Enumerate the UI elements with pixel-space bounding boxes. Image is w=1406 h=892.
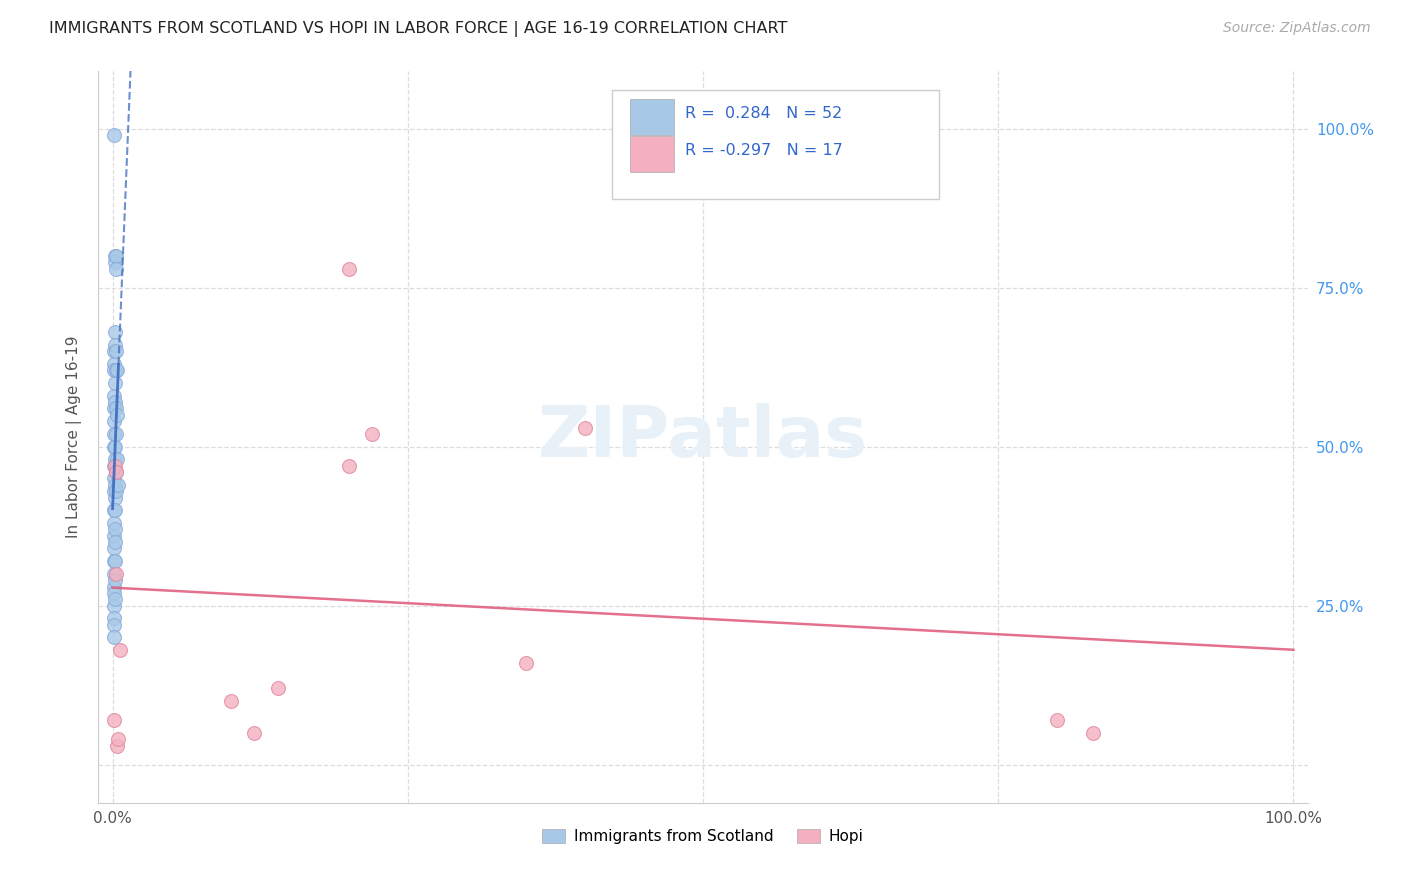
- Point: [103, 458, 125, 473]
- Point: [104, 440, 127, 454]
- FancyBboxPatch shape: [630, 136, 673, 171]
- Point: [103, 554, 125, 568]
- Point: [103, 503, 125, 517]
- Point: [337, 458, 360, 473]
- Point: [105, 363, 128, 377]
- FancyBboxPatch shape: [613, 90, 939, 200]
- Point: [107, 732, 129, 747]
- Point: [104, 477, 127, 491]
- Point: [103, 713, 125, 727]
- Point: [104, 325, 127, 339]
- Point: [103, 586, 125, 600]
- Point: [105, 249, 128, 263]
- Point: [103, 566, 125, 581]
- Point: [104, 522, 127, 536]
- Point: [104, 458, 127, 473]
- Point: [105, 401, 128, 416]
- Point: [103, 541, 125, 556]
- Point: [104, 535, 127, 549]
- Point: [103, 631, 125, 645]
- Point: [103, 401, 125, 416]
- Point: [104, 249, 127, 263]
- Text: R = -0.297   N = 17: R = -0.297 N = 17: [685, 143, 842, 158]
- Point: [103, 529, 125, 543]
- Point: [105, 426, 128, 441]
- Point: [515, 656, 537, 670]
- Point: [104, 592, 127, 607]
- Point: [574, 420, 596, 434]
- Point: [103, 580, 125, 594]
- Point: [104, 255, 127, 269]
- Point: [103, 599, 125, 613]
- Point: [104, 491, 127, 505]
- Point: [104, 554, 127, 568]
- Point: [108, 643, 131, 657]
- Point: [103, 611, 125, 625]
- Point: [105, 484, 128, 499]
- Point: [105, 566, 128, 581]
- Point: [105, 465, 128, 479]
- Point: [105, 363, 128, 377]
- Text: Source: ZipAtlas.com: Source: ZipAtlas.com: [1223, 21, 1371, 36]
- Point: [103, 128, 125, 142]
- Text: ZIPatlas: ZIPatlas: [538, 402, 868, 472]
- Point: [104, 573, 127, 587]
- Point: [267, 681, 290, 696]
- FancyBboxPatch shape: [630, 99, 673, 135]
- Point: [1046, 713, 1069, 727]
- Point: [103, 344, 125, 359]
- Point: [103, 389, 125, 403]
- Point: [104, 395, 127, 409]
- Point: [103, 363, 125, 377]
- Point: [105, 739, 128, 753]
- Point: [103, 414, 125, 428]
- Text: IMMIGRANTS FROM SCOTLAND VS HOPI IN LABOR FORCE | AGE 16-19 CORRELATION CHART: IMMIGRANTS FROM SCOTLAND VS HOPI IN LABO…: [49, 21, 787, 37]
- Point: [1081, 726, 1104, 740]
- Point: [104, 503, 127, 517]
- Point: [103, 484, 125, 499]
- Point: [107, 477, 129, 491]
- Legend: Immigrants from Scotland, Hopi: Immigrants from Scotland, Hopi: [536, 822, 870, 850]
- Point: [337, 261, 360, 276]
- Text: R =  0.284   N = 52: R = 0.284 N = 52: [685, 106, 842, 121]
- Point: [243, 726, 266, 740]
- Point: [104, 338, 127, 352]
- Point: [105, 465, 128, 479]
- Point: [105, 344, 128, 359]
- Point: [105, 408, 128, 422]
- Point: [104, 452, 127, 467]
- Point: [103, 357, 125, 371]
- Y-axis label: In Labor Force | Age 16-19: In Labor Force | Age 16-19: [66, 335, 82, 539]
- Point: [104, 376, 127, 390]
- Point: [361, 426, 384, 441]
- Point: [103, 617, 125, 632]
- Point: [105, 452, 128, 467]
- Point: [105, 261, 128, 276]
- Point: [103, 426, 125, 441]
- Point: [219, 694, 242, 708]
- Point: [103, 516, 125, 530]
- Point: [103, 471, 125, 485]
- Point: [103, 440, 125, 454]
